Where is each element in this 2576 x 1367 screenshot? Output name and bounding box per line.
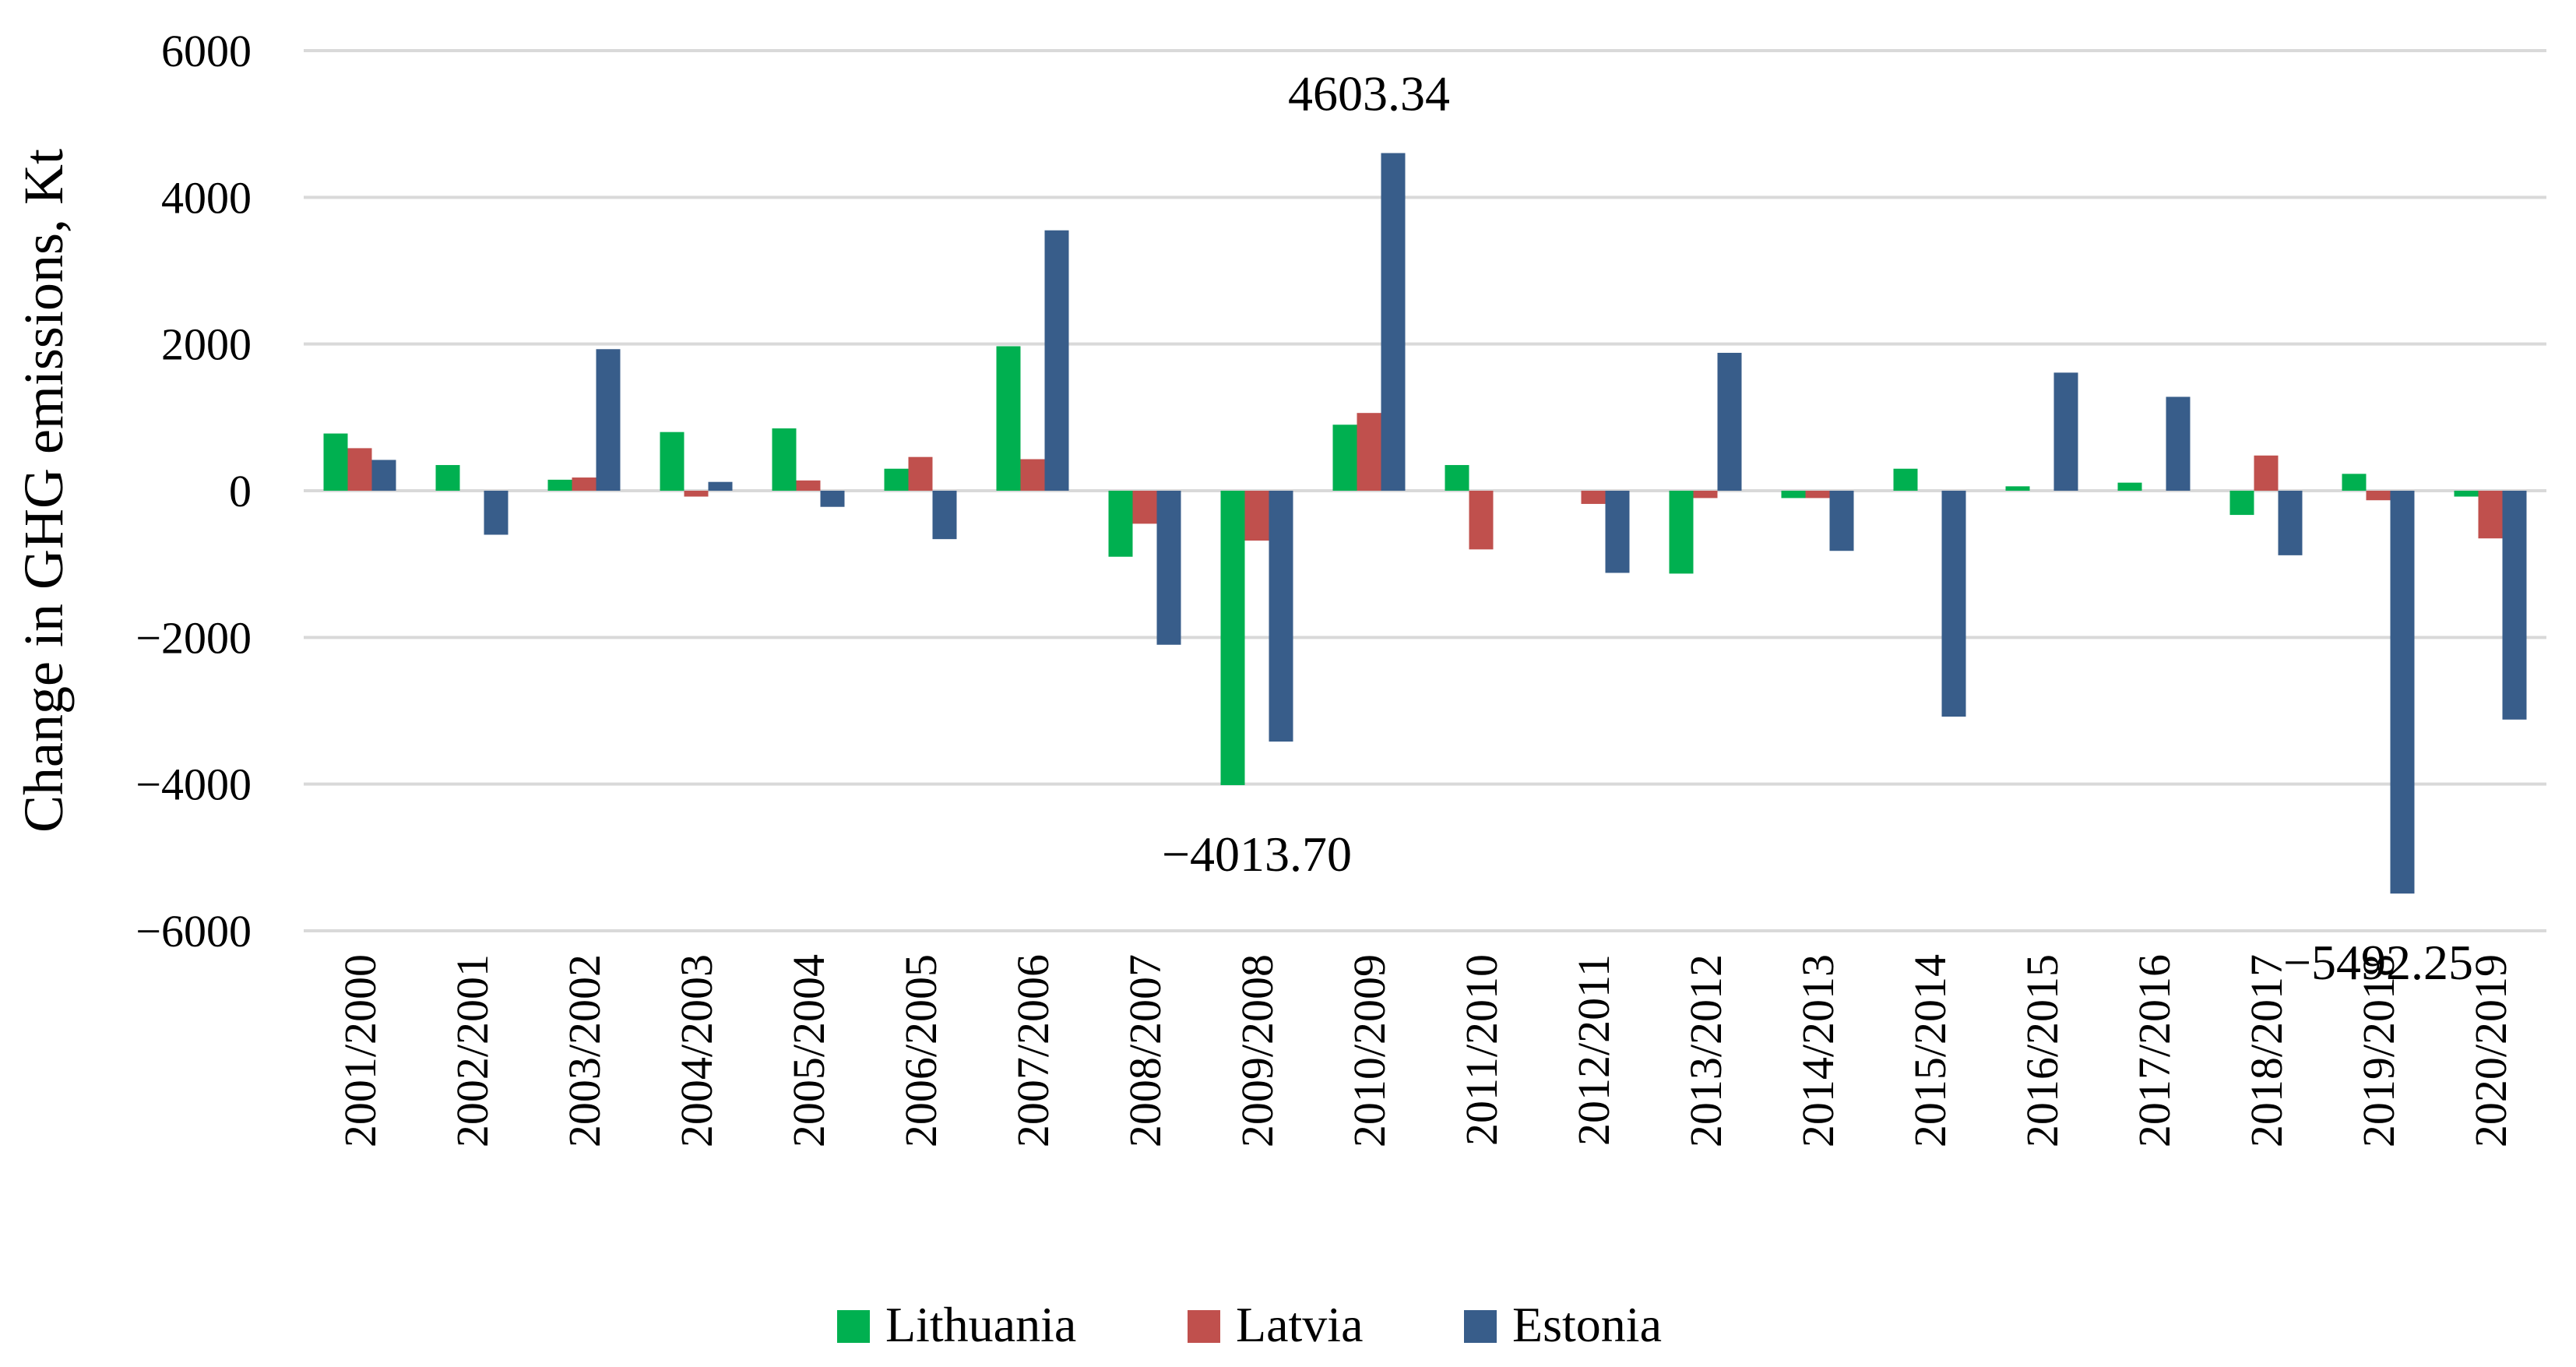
x-tick-label: 2006/2005 bbox=[896, 954, 946, 1147]
bar-latvia bbox=[908, 456, 933, 491]
x-axis-ticks: 2001/2000 2002/2001 2003/2002 2004/2003 2005… bbox=[335, 954, 2516, 1147]
bar-latvia bbox=[796, 480, 821, 491]
bar-latvia bbox=[2366, 491, 2391, 501]
bar-lithuania bbox=[884, 468, 909, 491]
bar-latvia bbox=[2478, 491, 2503, 539]
legend-swatch-latvia bbox=[1188, 1310, 1220, 1343]
bar-estonia bbox=[2502, 491, 2527, 720]
bar-estonia bbox=[371, 460, 396, 491]
bar-lithuania bbox=[2005, 486, 2030, 491]
bar-estonia bbox=[932, 491, 957, 540]
bar-estonia bbox=[1717, 352, 1742, 491]
x-tick-label: 2018/2017 bbox=[2241, 954, 2292, 1147]
bar-estonia bbox=[1044, 230, 1069, 491]
x-tick-label: 2007/2006 bbox=[1008, 954, 1058, 1147]
legend: Lithuania Latvia Estonia bbox=[837, 1297, 1662, 1352]
bar-latvia bbox=[347, 448, 372, 491]
bars bbox=[323, 153, 2527, 894]
x-tick-label: 2004/2003 bbox=[671, 954, 722, 1147]
y-tick-label: 4000 bbox=[161, 172, 252, 223]
bar-latvia bbox=[1581, 491, 1606, 504]
bar-lithuania bbox=[660, 432, 684, 491]
x-tick-label: 2011/2010 bbox=[1456, 954, 1507, 1146]
y-tick-label: 6000 bbox=[161, 26, 252, 76]
y-axis-label: Change in GHG emissions, Kt bbox=[12, 149, 75, 833]
bar-lithuania bbox=[1445, 465, 1469, 491]
bar-lithuania bbox=[1669, 491, 1694, 574]
x-tick-label: 2013/2012 bbox=[1680, 954, 1731, 1147]
bar-lithuania bbox=[1893, 468, 1918, 491]
y-tick-label: −4000 bbox=[135, 759, 252, 810]
bar-estonia bbox=[1829, 491, 1854, 551]
x-tick-label: 2009/2008 bbox=[1232, 954, 1283, 1147]
bar-lithuania bbox=[435, 465, 460, 491]
x-tick-label: 2016/2015 bbox=[2017, 954, 2067, 1147]
x-tick-label: 2002/2001 bbox=[447, 954, 498, 1147]
data-label: −5492.25 bbox=[2283, 935, 2473, 990]
bar-estonia bbox=[2390, 491, 2415, 894]
x-tick-label: 2017/2016 bbox=[2129, 954, 2180, 1147]
bar-latvia bbox=[572, 477, 596, 491]
legend-label-latvia: Latvia bbox=[1236, 1297, 1363, 1352]
bar-estonia bbox=[596, 349, 621, 491]
y-axis-ticks: 6000 4000 2000 0 −2000 −4000 −6000 bbox=[135, 26, 252, 957]
bar-lithuania bbox=[2342, 474, 2367, 491]
bar-estonia bbox=[2166, 396, 2191, 491]
bar-latvia bbox=[1693, 491, 1718, 499]
legend-swatch-estonia bbox=[1464, 1310, 1497, 1343]
bar-estonia bbox=[1269, 491, 1293, 742]
legend-label-estonia: Estonia bbox=[1512, 1297, 1662, 1352]
annotations: 4603.34 −4013.70 −5492.25 bbox=[1162, 66, 2473, 991]
bar-estonia bbox=[820, 491, 845, 507]
bar-latvia bbox=[2254, 455, 2279, 491]
bar-estonia bbox=[1156, 491, 1181, 645]
x-tick-label: 2019/2018 bbox=[2353, 954, 2404, 1147]
x-tick-label: 2012/2011 bbox=[1568, 954, 1619, 1146]
bar-lithuania bbox=[547, 479, 572, 491]
bar-lithuania bbox=[1108, 491, 1133, 557]
bar-latvia bbox=[1020, 459, 1045, 491]
y-tick-label: −2000 bbox=[135, 612, 252, 663]
gridlines bbox=[304, 49, 2546, 932]
bar-estonia bbox=[708, 481, 733, 491]
y-tick-label: −6000 bbox=[135, 906, 252, 957]
bar-estonia bbox=[1941, 491, 1966, 717]
data-label: 4603.34 bbox=[1288, 66, 1450, 122]
y-tick-label: 0 bbox=[229, 466, 252, 516]
bar-lithuania bbox=[1332, 425, 1357, 491]
bar-lithuania bbox=[2117, 482, 2142, 491]
x-tick-label: 2008/2007 bbox=[1120, 954, 1170, 1147]
bar-estonia bbox=[484, 491, 509, 535]
bar-estonia bbox=[2053, 372, 2078, 491]
x-tick-label: 2001/2000 bbox=[335, 954, 385, 1147]
legend-label-lithuania: Lithuania bbox=[885, 1297, 1076, 1352]
x-tick-label: 2020/2019 bbox=[2465, 954, 2516, 1147]
bar-estonia bbox=[1605, 491, 1630, 573]
data-label: −4013.70 bbox=[1162, 826, 1352, 882]
bar-lithuania bbox=[323, 433, 348, 491]
x-tick-label: 2005/2004 bbox=[783, 954, 834, 1147]
bar-lithuania bbox=[2229, 491, 2254, 516]
legend-swatch-lithuania bbox=[837, 1310, 870, 1343]
bar-latvia bbox=[1132, 491, 1157, 524]
x-tick-label: 2015/2014 bbox=[1905, 954, 1955, 1147]
bar-latvia bbox=[1244, 491, 1269, 541]
bar-lithuania bbox=[772, 428, 797, 491]
x-tick-label: 2003/2002 bbox=[559, 954, 610, 1147]
bar-latvia bbox=[1805, 491, 1830, 499]
bar-lithuania bbox=[1220, 491, 1245, 785]
bar-lithuania bbox=[2454, 491, 2479, 497]
x-tick-label: 2014/2013 bbox=[1793, 954, 1843, 1147]
bar-estonia bbox=[2278, 491, 2303, 555]
bar-estonia bbox=[1381, 153, 1406, 491]
x-tick-label: 2010/2009 bbox=[1344, 954, 1395, 1147]
bar-lithuania bbox=[1781, 491, 1806, 499]
y-tick-label: 2000 bbox=[161, 319, 252, 370]
bar-latvia bbox=[1357, 413, 1381, 491]
bar-latvia bbox=[1469, 491, 1494, 550]
bar-latvia bbox=[684, 491, 709, 497]
bar-lithuania bbox=[996, 346, 1021, 491]
